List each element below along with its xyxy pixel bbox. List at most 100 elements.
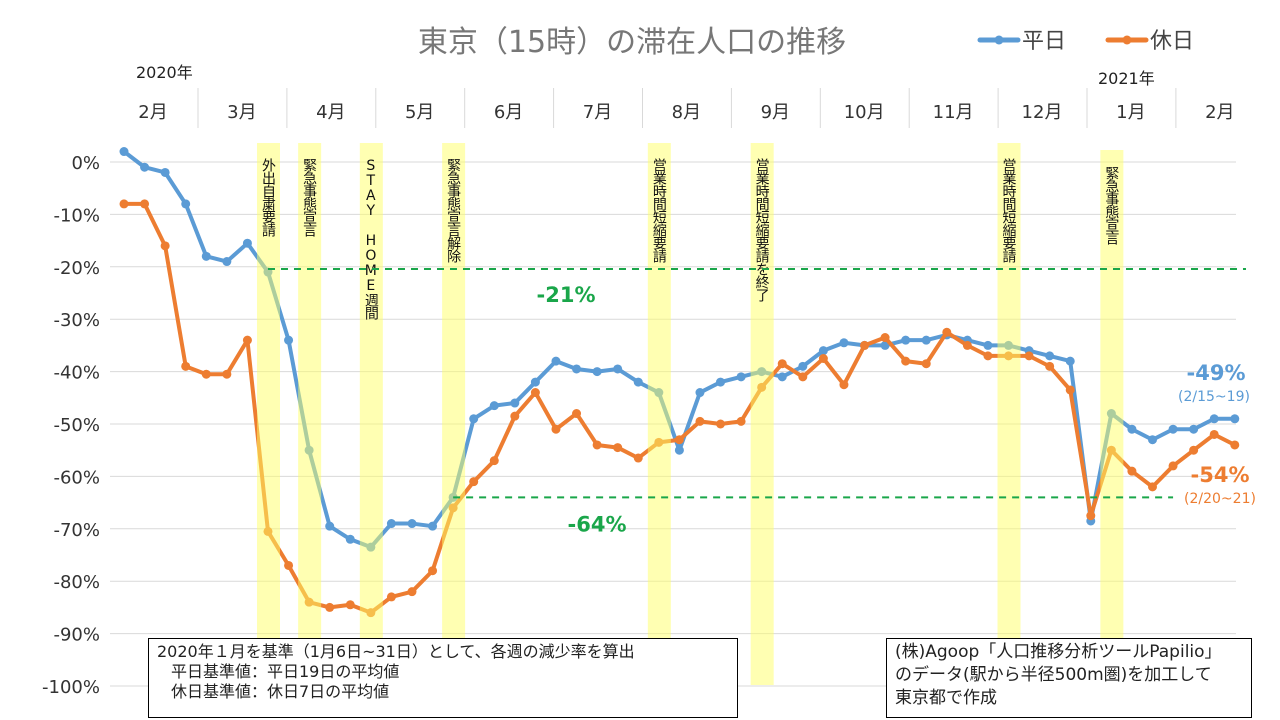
legend: 平日 休日	[977, 29, 1194, 54]
event-band	[442, 143, 466, 685]
data-point-weekday	[1230, 414, 1240, 424]
data-point-weekday	[613, 364, 623, 374]
weekday-latest-period: (2/15~19)	[1178, 389, 1250, 405]
data-point-weekday	[592, 367, 602, 377]
data-point-holiday	[736, 416, 746, 426]
data-point-holiday	[633, 453, 643, 463]
source-note-line: 東京都で作成	[895, 688, 997, 708]
data-point-holiday	[839, 380, 849, 390]
legend-weekday-marker	[994, 35, 1004, 45]
data-point-holiday	[1024, 351, 1034, 361]
data-point-weekday	[407, 519, 417, 529]
legend-holiday-label: 休日	[1150, 29, 1194, 54]
data-point-weekday	[983, 340, 993, 350]
data-point-weekday	[572, 364, 582, 374]
data-point-weekday	[489, 401, 499, 411]
data-point-weekday	[798, 361, 808, 371]
event-label: 営業時間短縮要請	[1001, 158, 1017, 263]
holiday-latest-value: -54%	[1191, 463, 1250, 487]
y-tick-label: -10%	[53, 205, 100, 226]
series-line-holiday	[124, 201, 1236, 615]
reference-lines: -21% -64%	[267, 268, 1246, 536]
event-bands: 外出自粛要請 緊急事態宣言 STAY HOME週間 緊急事態宣言解除 営業時間短縮要請 営…	[256, 143, 1124, 685]
event-label: 緊急事態宣言解除	[445, 158, 461, 263]
month-label: 2月	[1205, 102, 1234, 123]
month-label: 5月	[405, 102, 434, 123]
data-point-holiday	[181, 361, 191, 371]
data-point-weekday	[510, 398, 520, 408]
legend-holiday-marker	[1122, 35, 1132, 45]
data-point-holiday	[695, 416, 705, 426]
source-note-line: のデータ(駅から半径500m圏)を加工して	[895, 665, 1212, 685]
data-point-holiday	[798, 372, 808, 382]
data-point-holiday	[1086, 511, 1096, 521]
data-point-holiday	[242, 335, 252, 345]
data-point-weekday	[1189, 424, 1199, 434]
event-label: 緊急事態宣言	[1103, 166, 1119, 245]
event-band	[256, 143, 280, 685]
data-point-holiday	[119, 199, 129, 209]
data-point-holiday	[777, 359, 787, 369]
data-point-weekday	[695, 388, 705, 398]
event-band	[997, 143, 1021, 685]
y-tick-label: -20%	[53, 258, 100, 279]
data-point-holiday	[530, 388, 540, 398]
data-point-holiday	[592, 440, 602, 450]
data-point-holiday	[613, 443, 623, 453]
month-label: 6月	[494, 102, 523, 123]
data-point-holiday	[716, 419, 726, 429]
data-point-holiday	[201, 369, 211, 379]
data-point-weekday	[777, 372, 787, 382]
data-point-weekday	[839, 338, 849, 348]
year-label-2021: 2021年	[1098, 69, 1155, 88]
source-note: (株)Agoop「人口推移分析ツールPapilio」 のデータ(駅から半径500…	[886, 638, 1252, 718]
event-band	[647, 143, 671, 685]
data-point-weekday	[901, 335, 911, 345]
y-tick-label: 0%	[71, 153, 100, 174]
month-label: 11月	[933, 102, 974, 123]
month-label: 7月	[583, 102, 612, 123]
basis-note-line: 2020年１月を基準（1月6日~31日）として、各週の減少率を算出	[157, 642, 635, 661]
data-point-weekday	[1045, 351, 1055, 361]
data-point-weekday	[181, 199, 191, 209]
data-point-holiday	[860, 340, 870, 350]
month-label: 8月	[672, 102, 701, 123]
data-point-holiday	[1209, 429, 1219, 439]
y-tick-label: -60%	[53, 467, 100, 488]
data-point-weekday	[201, 251, 211, 261]
data-point-weekday	[633, 377, 643, 387]
weekday-latest-value: -49%	[1187, 361, 1246, 385]
month-label: 4月	[316, 102, 345, 123]
y-axis-ticks: 0% -10% -20% -30% -40% -50% -60% -70% -80% -90% -1…	[42, 153, 100, 698]
basis-note-line: 休日基準値：休日7日の平均値	[171, 682, 390, 701]
data-point-weekday	[160, 167, 170, 177]
data-point-holiday	[160, 241, 170, 251]
event-label: STAY HOME週間	[363, 158, 379, 321]
data-point-holiday	[1148, 482, 1157, 492]
data-point-weekday	[345, 534, 355, 544]
data-point-holiday	[386, 592, 396, 602]
data-point-weekday	[119, 147, 129, 157]
data-point-holiday	[921, 359, 931, 369]
data-point-weekday	[921, 335, 931, 345]
y-tick-label: -100%	[42, 677, 100, 698]
data-point-holiday	[407, 587, 417, 597]
data-point-weekday	[1209, 414, 1219, 424]
year-label-2020: 2020年	[136, 63, 193, 82]
data-point-holiday	[551, 424, 561, 434]
data-point-holiday	[942, 327, 952, 337]
basis-note: 2020年１月を基準（1月6日~31日）として、各週の減少率を算出 平日基準値：…	[148, 638, 738, 718]
data-point-weekday	[325, 521, 335, 531]
data-point-holiday	[880, 333, 890, 343]
month-label: 1月	[1116, 102, 1145, 123]
series-line-weekday	[122, 149, 1235, 550]
data-point-weekday	[736, 372, 746, 382]
event-band	[359, 143, 383, 685]
month-label: 3月	[227, 102, 256, 123]
data-point-weekday	[469, 414, 479, 424]
latest-annotations: -49% (2/15~19) -54% (2/20~21)	[1178, 361, 1256, 507]
data-point-weekday	[242, 238, 252, 248]
series-lines	[119, 147, 1240, 618]
data-point-holiday	[1230, 440, 1240, 450]
